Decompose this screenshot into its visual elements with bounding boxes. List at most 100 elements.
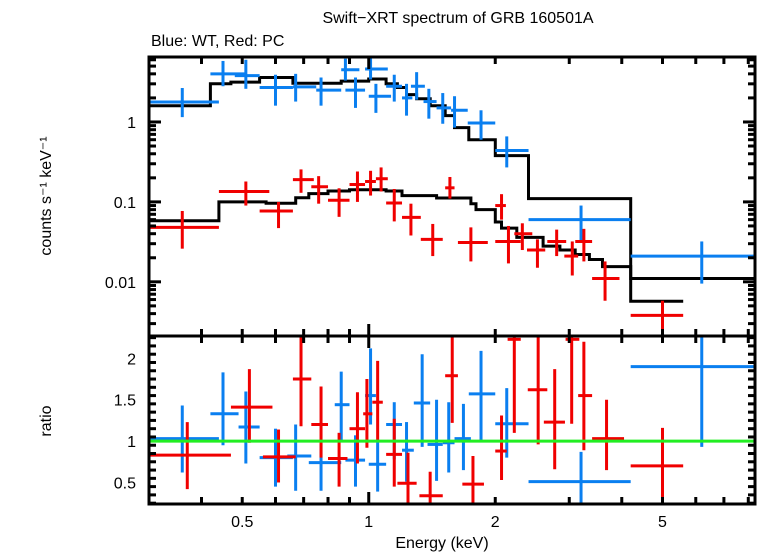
spectrum-data-point bbox=[451, 96, 468, 128]
spectrum-data-point bbox=[467, 110, 496, 140]
x-tick-label: 0.5 bbox=[231, 514, 253, 531]
ratio-data-point bbox=[413, 354, 431, 447]
pc-model-line bbox=[149, 188, 684, 303]
spectrum-data-point bbox=[423, 88, 437, 119]
spectrum-data-point bbox=[436, 93, 452, 124]
spectrum-data-point bbox=[514, 223, 533, 251]
y-tick-label: 1 bbox=[127, 115, 136, 132]
ratio-y-tick-labels: 2 1.5 1 0.5 bbox=[114, 351, 136, 492]
spectrum-data-point bbox=[592, 261, 620, 301]
ratio-y-axis-label: ratio bbox=[38, 405, 55, 436]
ratio-data-point bbox=[468, 350, 496, 442]
ratio-data-point bbox=[334, 371, 350, 442]
ratio-data-point bbox=[528, 451, 631, 504]
spectrum-data-point bbox=[630, 300, 684, 336]
ratio-data-point bbox=[230, 369, 273, 443]
y-tick-label: 0.5 bbox=[114, 475, 136, 492]
spectrum-data-point bbox=[564, 241, 579, 276]
spectrum-data-point bbox=[445, 176, 455, 199]
ratio-data-point bbox=[507, 336, 521, 433]
spectrum-data-point bbox=[368, 83, 392, 113]
ratio-data-point bbox=[578, 341, 593, 451]
ratio-data-point bbox=[363, 379, 373, 448]
x-axis-label: Energy (keV) bbox=[395, 535, 488, 552]
spectrum-series-pc bbox=[149, 167, 684, 336]
y-tick-label: 0.01 bbox=[105, 275, 136, 292]
ratio-data-point bbox=[372, 360, 383, 442]
ratio-data-point bbox=[311, 386, 329, 458]
x-tick-label: 5 bbox=[658, 514, 667, 531]
ratio-ticks bbox=[147, 336, 755, 505]
spectrum-data-point bbox=[365, 170, 376, 196]
spectrum-data-point bbox=[311, 176, 329, 204]
spectrum-data-point bbox=[386, 74, 403, 102]
ratio-series-pc bbox=[149, 336, 684, 504]
ratio-data-point bbox=[149, 422, 231, 490]
ratio-panel: 2 1.5 1 0.5 0.5 1 2 5 ratio Energy (keV) bbox=[38, 334, 757, 552]
spectrum-data-point bbox=[292, 169, 314, 193]
y-tick-label: 1 bbox=[127, 434, 136, 451]
spectrum-data-point bbox=[149, 88, 219, 118]
spectrum-data-point bbox=[547, 229, 567, 257]
spectrum-data-point bbox=[345, 77, 366, 108]
chart-subtitle: Blue: WT, Red: PC bbox=[151, 33, 284, 50]
ratio-data-point bbox=[262, 429, 296, 483]
ratio-data-point bbox=[630, 427, 684, 500]
ratio-data-point bbox=[495, 415, 507, 480]
ratio-data-point bbox=[149, 405, 219, 473]
spectrum-panel: 1 0.1 0.01 counts s⁻¹ keV⁻¹ bbox=[38, 55, 757, 338]
spectrum-data-point bbox=[457, 227, 488, 262]
x-tick-label: 1 bbox=[364, 514, 373, 531]
ratio-data-point bbox=[454, 403, 471, 471]
spectrum-y-tick-labels: 1 0.1 0.01 bbox=[105, 115, 136, 292]
x-tick-labels: 0.5 1 2 5 bbox=[231, 514, 667, 531]
wt-model-line bbox=[149, 76, 755, 280]
ratio-data-point bbox=[565, 336, 580, 424]
ratio-data-point bbox=[386, 418, 403, 487]
spectrum-data-point bbox=[292, 73, 317, 102]
spectrum-data-point bbox=[365, 58, 388, 80]
spectrum-data-point bbox=[259, 201, 293, 229]
ratio-data bbox=[149, 336, 755, 504]
ratio-data-point bbox=[419, 471, 443, 504]
ratio-data-point bbox=[462, 456, 484, 504]
spectrum-data-point bbox=[495, 225, 521, 264]
ratio-data-point bbox=[527, 336, 548, 445]
spectrum-data-point bbox=[528, 205, 631, 242]
x-tick-label: 2 bbox=[491, 514, 500, 531]
spectrum-data-point bbox=[218, 181, 270, 206]
spectrum-data-point bbox=[527, 239, 546, 268]
spectrum-data-point bbox=[420, 223, 443, 257]
ratio-data-point bbox=[292, 336, 312, 427]
ratio-data-point bbox=[442, 402, 455, 473]
spectrum-data-point bbox=[210, 60, 246, 87]
ratio-data-point bbox=[397, 452, 417, 504]
ratio-data-point bbox=[543, 369, 565, 470]
spectrum-data-point bbox=[328, 188, 350, 217]
spectrum-data-point bbox=[234, 59, 260, 89]
spectrum-data-point bbox=[375, 167, 388, 192]
spectrum-data-point bbox=[495, 136, 529, 168]
ratio-data-point bbox=[445, 336, 458, 423]
y-tick-label: 1.5 bbox=[114, 393, 136, 410]
spectrum-data-point bbox=[630, 241, 755, 284]
ratio-data-point bbox=[349, 392, 366, 464]
spectrum-series-wt bbox=[149, 58, 755, 284]
ratio-data-point bbox=[308, 443, 342, 491]
spectrum-data-point bbox=[316, 77, 342, 106]
y-tick-label: 0.1 bbox=[114, 195, 136, 212]
spectrum-data bbox=[149, 58, 755, 336]
spectrum-data-point bbox=[495, 194, 506, 220]
spectrum-data-point bbox=[341, 58, 360, 81]
spectrum-data-point bbox=[386, 189, 403, 222]
ratio-data-point bbox=[368, 441, 387, 492]
spectrum-data-point bbox=[575, 228, 593, 262]
spectrum-data-point bbox=[402, 83, 413, 116]
spectrum-data-point bbox=[259, 74, 293, 106]
spectrum-data-point bbox=[149, 210, 219, 249]
spectrum-data-point bbox=[349, 171, 366, 202]
y-tick-label: 2 bbox=[127, 351, 136, 368]
ratio-data-point bbox=[592, 399, 625, 471]
spectrum-data-point bbox=[402, 203, 421, 236]
